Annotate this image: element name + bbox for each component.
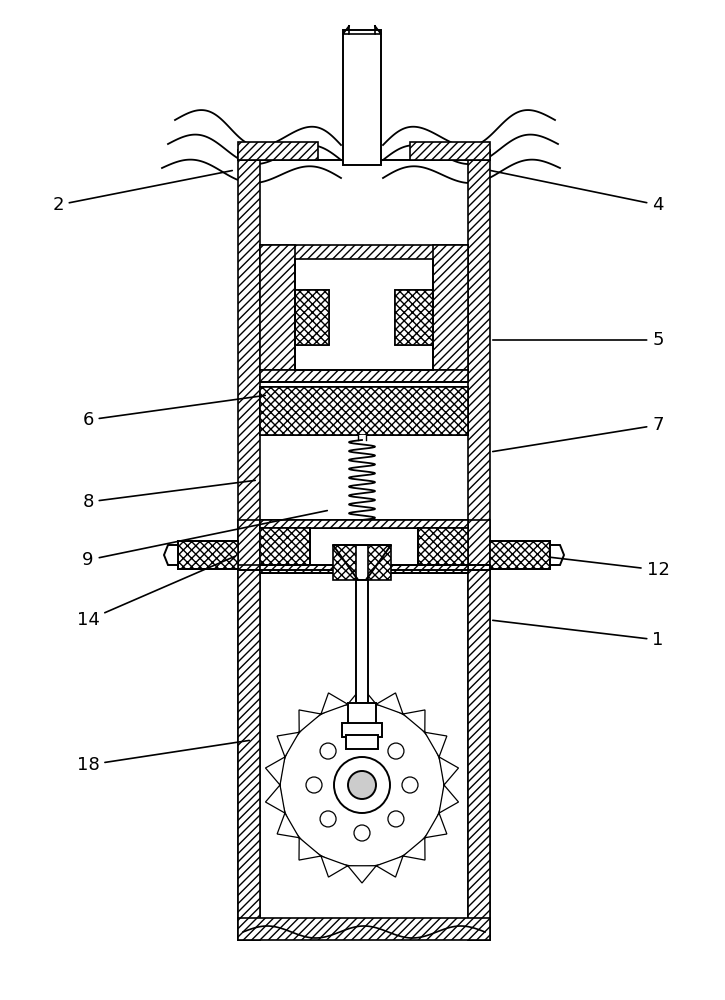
Circle shape (388, 743, 404, 759)
Bar (356, 580, 368, 703)
Polygon shape (277, 732, 299, 757)
Polygon shape (333, 545, 391, 580)
Circle shape (280, 703, 444, 867)
Bar (238, 142, 318, 160)
Bar (260, 520, 468, 528)
Bar (333, 545, 356, 580)
Circle shape (354, 825, 370, 841)
Circle shape (320, 743, 336, 759)
Text: 9: 9 (82, 511, 327, 569)
Polygon shape (376, 856, 403, 877)
Bar (490, 541, 550, 569)
Circle shape (388, 811, 404, 827)
Bar (395, 290, 433, 345)
Bar (260, 245, 295, 370)
Bar (395, 290, 433, 345)
Bar (348, 703, 376, 725)
Bar (238, 570, 260, 940)
Polygon shape (439, 785, 458, 813)
Polygon shape (403, 710, 425, 732)
Bar (260, 370, 468, 382)
Bar (238, 918, 490, 940)
Bar (342, 723, 382, 737)
Bar (260, 245, 468, 259)
Polygon shape (299, 838, 321, 860)
Bar (260, 387, 468, 435)
Circle shape (306, 777, 322, 793)
Circle shape (334, 757, 390, 813)
Polygon shape (425, 732, 447, 757)
Polygon shape (265, 785, 285, 813)
Text: 14: 14 (77, 556, 236, 629)
Text: 5: 5 (493, 331, 664, 349)
Bar (260, 528, 310, 565)
Text: 1: 1 (493, 620, 663, 649)
Bar (433, 245, 468, 370)
Text: 18: 18 (77, 740, 249, 774)
Bar (346, 735, 378, 749)
Polygon shape (403, 838, 425, 860)
Bar (468, 570, 490, 940)
Polygon shape (439, 757, 458, 785)
Polygon shape (277, 813, 299, 838)
Circle shape (320, 811, 336, 827)
Bar (260, 565, 468, 573)
Circle shape (402, 777, 418, 793)
Polygon shape (348, 687, 376, 704)
Bar (238, 520, 260, 565)
Text: 7: 7 (493, 416, 664, 452)
Polygon shape (321, 693, 348, 714)
Circle shape (348, 771, 376, 799)
Polygon shape (425, 813, 447, 838)
Polygon shape (299, 710, 321, 732)
Text: 6: 6 (83, 395, 265, 429)
Polygon shape (265, 757, 285, 785)
Bar (295, 259, 433, 370)
Polygon shape (348, 866, 376, 883)
Bar (358, 435, 366, 440)
Text: 12: 12 (551, 557, 669, 579)
Bar (238, 160, 260, 940)
Bar (178, 541, 238, 569)
Bar (260, 570, 468, 918)
Polygon shape (321, 856, 348, 877)
Bar (468, 160, 490, 940)
Bar (260, 387, 468, 435)
Polygon shape (550, 545, 564, 565)
Bar (260, 520, 468, 528)
Bar (410, 142, 490, 160)
Bar (368, 545, 391, 580)
Bar (468, 520, 490, 565)
Bar (310, 528, 418, 565)
Bar (295, 290, 329, 345)
Polygon shape (376, 693, 403, 714)
Bar (418, 528, 468, 565)
Text: 2: 2 (52, 171, 232, 214)
Circle shape (354, 729, 370, 745)
Text: 8: 8 (83, 480, 255, 511)
Bar (343, 30, 381, 165)
Polygon shape (164, 545, 178, 565)
Bar (295, 290, 329, 345)
Text: 4: 4 (491, 171, 664, 214)
